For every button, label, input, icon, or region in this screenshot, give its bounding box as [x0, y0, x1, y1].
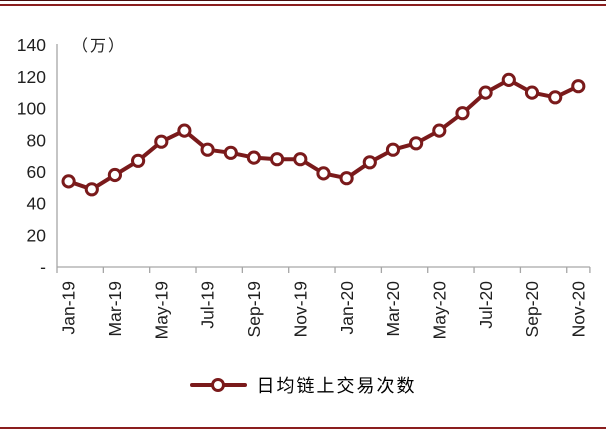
legend-series-label: 日均链上交易次数	[256, 376, 417, 397]
series-marker	[362, 155, 377, 170]
series-marker	[154, 134, 169, 149]
series-marker	[200, 142, 215, 157]
x-axis-tick-label: Jan-19	[59, 281, 79, 335]
x-axis-tick-label: Nov-20	[568, 281, 588, 338]
series-marker	[478, 85, 493, 100]
x-axis-tick-label: Mar-20	[383, 281, 403, 337]
y-axis-tick-label: 40	[27, 194, 47, 214]
series-marker	[455, 106, 470, 121]
series-marker	[223, 145, 238, 160]
series-marker	[246, 150, 261, 165]
top-rule	[0, 4, 606, 6]
series-marker	[177, 123, 192, 138]
x-axis-tick-label: Sep-20	[522, 281, 542, 338]
y-axis-tick-label: 100	[17, 99, 46, 119]
series-marker	[432, 123, 447, 138]
bottom-rule	[0, 427, 606, 429]
top-hairline-rule	[0, 0, 606, 1]
y-axis-tick-label: 140	[17, 35, 46, 55]
y-axis-tick-label: -	[40, 257, 46, 277]
series-marker	[409, 136, 424, 151]
y-axis-tick-label: 20	[27, 225, 47, 245]
x-axis-tick-label: Sep-19	[244, 281, 264, 337]
series-marker	[339, 171, 354, 186]
x-axis-tick-label: Jul-20	[476, 281, 496, 329]
y-axis-tick-label: 60	[27, 162, 47, 182]
x-axis-tick-label: Nov-19	[290, 281, 310, 337]
series-marker	[548, 90, 563, 105]
x-axis-tick-label: Jul-19	[198, 281, 218, 329]
series-marker	[107, 167, 123, 183]
y-axis-unit-label: （万）	[72, 36, 126, 55]
legend: 日均链上交易次数	[0, 373, 606, 397]
series-marker	[270, 152, 285, 167]
x-axis-tick-label: May-20	[429, 281, 449, 340]
series-marker	[385, 142, 401, 157]
series-circle-marker-icon	[211, 378, 225, 392]
series-marker	[501, 72, 516, 88]
series-marker	[131, 153, 146, 168]
series-marker	[524, 85, 540, 100]
x-axis-tick-label: Jan-20	[337, 281, 357, 335]
series-marker	[316, 166, 331, 181]
series-marker	[293, 152, 308, 167]
x-axis-tick-label: May-19	[151, 281, 171, 339]
series-marker	[84, 182, 99, 197]
y-axis-tick-label: 120	[17, 67, 46, 87]
series-line-marker-icon	[189, 378, 247, 392]
x-axis-tick-label: Mar-19	[105, 281, 125, 336]
series-marker	[571, 79, 586, 94]
series-marker	[61, 174, 76, 189]
y-axis-tick-label: 80	[27, 130, 47, 150]
